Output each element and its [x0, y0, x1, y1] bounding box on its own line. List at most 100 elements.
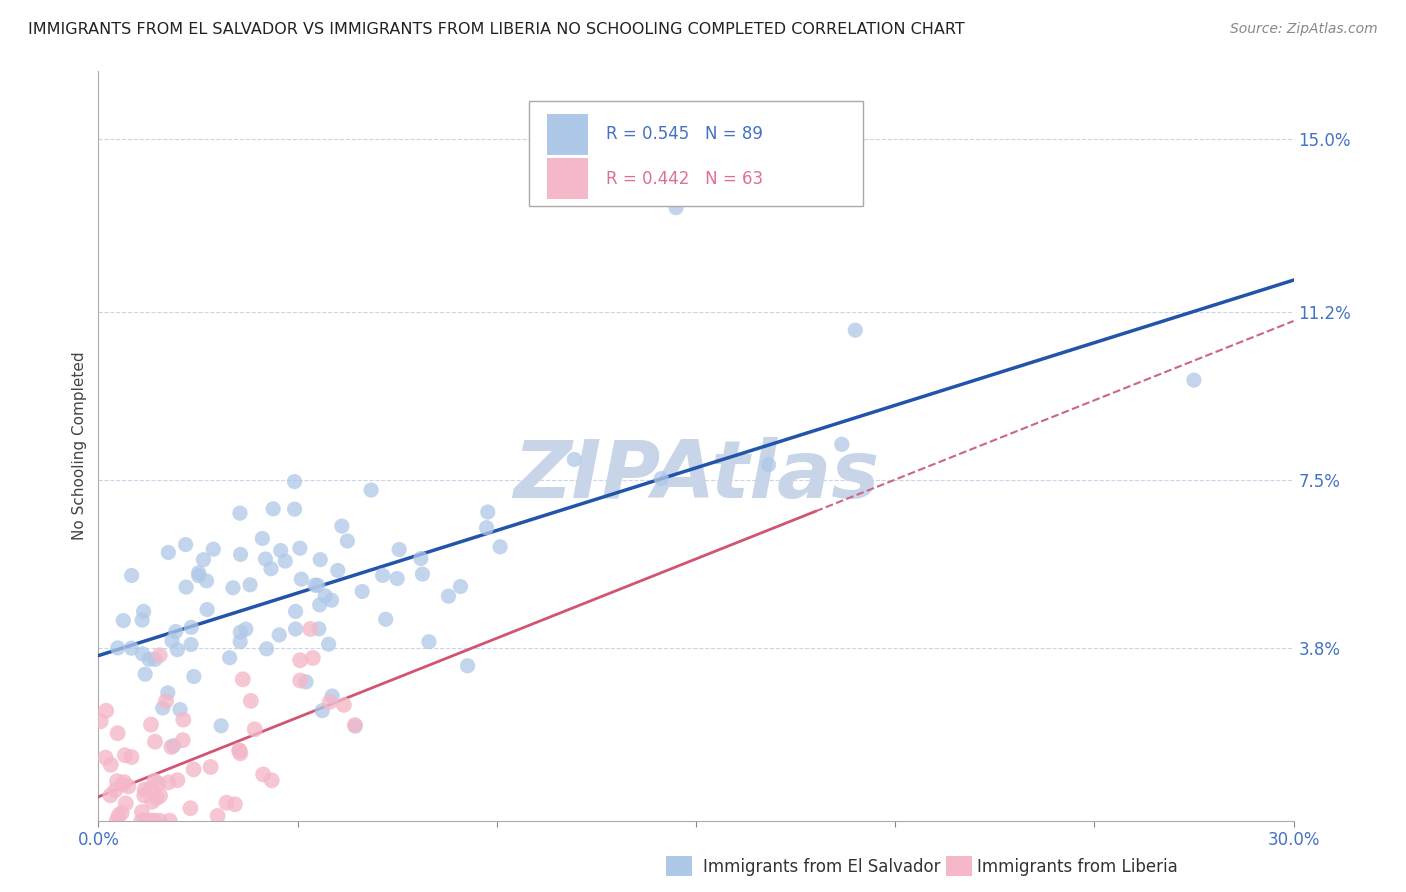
Point — [139, 717, 162, 731]
Point — [134, 782, 156, 797]
Point — [105, 814, 128, 828]
Point — [200, 760, 222, 774]
Point — [121, 750, 143, 764]
FancyBboxPatch shape — [547, 158, 589, 199]
Point — [174, 538, 197, 552]
Point — [96, 704, 118, 718]
Point — [131, 805, 153, 819]
Point — [172, 733, 194, 747]
Point — [252, 532, 274, 546]
Point — [90, 714, 112, 728]
Point — [104, 783, 127, 797]
Point — [284, 604, 307, 618]
Point — [319, 695, 342, 709]
Point — [207, 809, 229, 823]
Point — [134, 814, 156, 828]
Point — [352, 584, 374, 599]
Point — [160, 633, 183, 648]
Y-axis label: No Schooling Completed: No Schooling Completed — [72, 351, 87, 541]
Point — [209, 719, 232, 733]
Point — [183, 669, 205, 683]
Point — [131, 814, 153, 828]
Point — [330, 519, 353, 533]
Point — [307, 578, 329, 592]
Point — [284, 502, 307, 516]
Point — [311, 704, 333, 718]
Point — [157, 545, 180, 559]
Point — [138, 652, 160, 666]
Point — [141, 814, 163, 828]
Point — [269, 628, 291, 642]
Point — [321, 689, 343, 703]
Point — [143, 773, 166, 788]
Text: Immigrants from Liberia: Immigrants from Liberia — [977, 858, 1178, 876]
Point — [141, 795, 163, 809]
Point — [114, 748, 136, 763]
Point — [112, 775, 135, 789]
FancyBboxPatch shape — [547, 114, 589, 155]
Point — [288, 653, 311, 667]
Point — [224, 797, 246, 812]
Point — [295, 674, 318, 689]
Point — [288, 541, 311, 556]
Point — [437, 589, 460, 603]
Point — [665, 201, 688, 215]
Point — [195, 602, 218, 616]
Point — [228, 744, 250, 758]
Point — [165, 624, 187, 639]
Point — [374, 612, 396, 626]
Point — [222, 581, 245, 595]
Point — [321, 593, 343, 607]
Point — [243, 723, 266, 737]
Point — [475, 521, 498, 535]
Point — [260, 562, 283, 576]
Point — [155, 694, 177, 708]
Point — [94, 750, 117, 764]
Text: R = 0.545   N = 89: R = 0.545 N = 89 — [606, 125, 763, 143]
Point — [457, 658, 479, 673]
Point — [143, 652, 166, 666]
Point — [174, 580, 197, 594]
Point — [229, 548, 252, 562]
Point — [262, 501, 284, 516]
Point — [360, 483, 382, 497]
Point — [489, 540, 512, 554]
Point — [309, 552, 332, 566]
Point — [562, 452, 585, 467]
Point — [183, 763, 205, 777]
Point — [121, 568, 143, 582]
Point — [270, 543, 292, 558]
Point — [326, 563, 349, 577]
Point — [179, 801, 201, 815]
Point — [308, 622, 330, 636]
Point — [371, 568, 394, 582]
Point — [139, 781, 162, 796]
Point — [388, 542, 411, 557]
Point — [195, 574, 218, 588]
Point — [107, 640, 129, 655]
Point — [132, 604, 155, 618]
Point — [148, 776, 170, 790]
Point — [758, 458, 780, 472]
Point — [254, 552, 277, 566]
Point — [111, 778, 134, 792]
Point — [274, 554, 297, 568]
Point — [229, 747, 252, 761]
Point — [149, 789, 172, 803]
Text: IMMIGRANTS FROM EL SALVADOR VS IMMIGRANTS FROM LIBERIA NO SCHOOLING COMPLETED CO: IMMIGRANTS FROM EL SALVADOR VS IMMIGRANT… — [28, 22, 965, 37]
Text: Source: ZipAtlas.com: Source: ZipAtlas.com — [1230, 22, 1378, 37]
Point — [162, 739, 184, 753]
Point — [239, 578, 262, 592]
Point — [650, 472, 672, 486]
Point — [180, 638, 202, 652]
Point — [477, 505, 499, 519]
Point — [107, 808, 129, 822]
Point — [169, 702, 191, 716]
Text: R = 0.442   N = 63: R = 0.442 N = 63 — [606, 169, 763, 187]
Point — [157, 775, 180, 789]
Point — [314, 589, 336, 603]
Point — [131, 647, 153, 661]
Point — [172, 713, 194, 727]
Point — [149, 648, 172, 663]
Point — [160, 739, 183, 754]
